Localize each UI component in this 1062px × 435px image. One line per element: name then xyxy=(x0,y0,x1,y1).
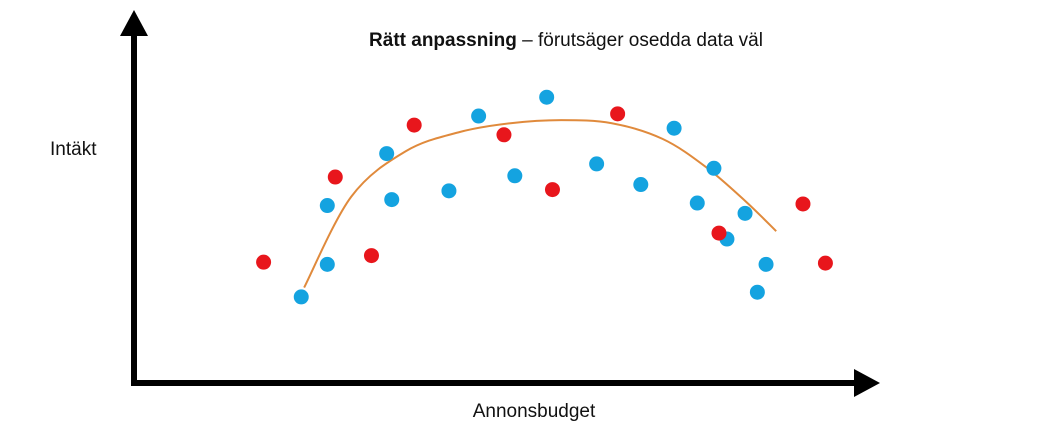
blue-point-12 xyxy=(666,120,682,136)
red-point-4 xyxy=(406,117,422,133)
blue-point-3 xyxy=(319,198,335,214)
blue-point-17 xyxy=(749,284,765,300)
blue-point-7 xyxy=(471,108,487,124)
blue-point-8 xyxy=(507,168,523,184)
red-point-7 xyxy=(610,106,626,122)
blue-point-10 xyxy=(589,156,605,172)
blue-point-1 xyxy=(293,289,309,305)
red-point-1 xyxy=(256,254,272,270)
red-point-9 xyxy=(795,196,811,212)
blue-point-16 xyxy=(737,205,753,221)
blue-point-14 xyxy=(706,160,722,176)
plot-area xyxy=(256,89,833,305)
x-axis-label: Annonsbudget xyxy=(472,401,596,422)
blue-point-4 xyxy=(379,146,395,162)
blue-point-18 xyxy=(758,256,774,272)
red-point-8 xyxy=(711,225,727,241)
diagram-title-rest: – förutsäger osedda data väl xyxy=(516,30,763,51)
red-point-10 xyxy=(817,255,833,271)
blue-point-9 xyxy=(539,89,555,105)
blue-point-2 xyxy=(319,256,335,272)
blue-point-5 xyxy=(384,192,400,208)
red-point-5 xyxy=(496,127,512,143)
red-point-6 xyxy=(544,182,560,198)
x-axis-arrowhead xyxy=(854,369,880,397)
blue-point-11 xyxy=(633,177,649,193)
y-axis-label: Intäkt xyxy=(50,139,97,160)
diagram-title: Rätt anpassning – förutsäger osedda data… xyxy=(0,30,1062,52)
y-axis-arrowhead xyxy=(120,10,148,36)
blue-point-13 xyxy=(689,195,705,211)
diagram-title-bold: Rätt anpassning xyxy=(369,30,517,51)
red-point-3 xyxy=(363,248,379,264)
fit-curve xyxy=(303,119,777,288)
blue-point-6 xyxy=(441,183,457,199)
red-point-2 xyxy=(327,169,343,185)
